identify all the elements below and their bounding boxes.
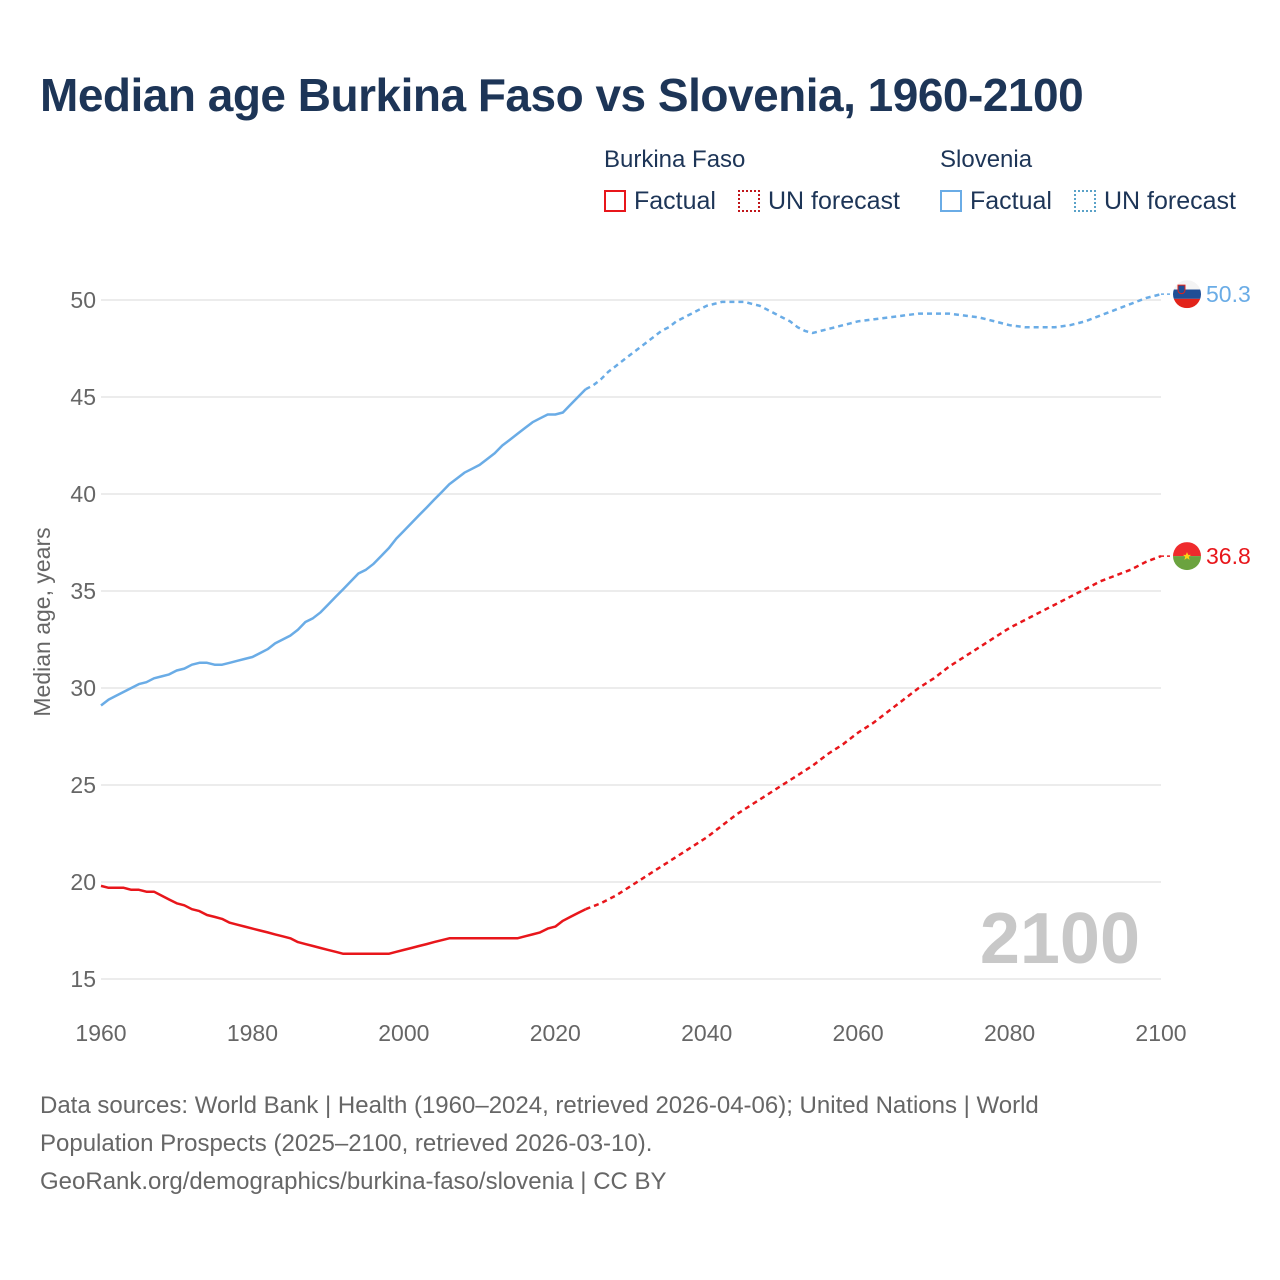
burkina-faso-forecast-line: [585, 554, 1162, 911]
year-watermark: 2100: [980, 899, 1140, 979]
legend-group-burkina-faso: Burkina Faso: [604, 146, 746, 173]
x-tick-label: 2080: [984, 1020, 1035, 1046]
legend-label: Factual: [970, 186, 1052, 215]
y-axis-label: Median age, years: [29, 527, 55, 716]
legend-swatch-solid-icon: [604, 190, 626, 212]
legend-burkina-factual[interactable]: Factual: [604, 186, 716, 216]
y-tick-label: 30: [70, 675, 96, 701]
grid-lines: [101, 299, 1161, 980]
legend-group-slovenia: Slovenia: [940, 146, 1033, 173]
burkina-faso-flag-icon: [1173, 542, 1201, 571]
legend-swatch-dotted-icon: [738, 190, 760, 212]
burkina-faso-end-value-label: 36.8: [1206, 543, 1251, 569]
x-axis-ticks: 1960 1980 2000 2020 2040 2060 2080 2100: [75, 1020, 1186, 1046]
y-tick-label: 45: [70, 384, 96, 410]
x-tick-label: 1980: [227, 1020, 278, 1046]
slovenia-forecast-line: [585, 292, 1162, 391]
legend-swatch-dotted-icon: [1074, 190, 1096, 212]
legend-label: UN forecast: [1104, 186, 1236, 215]
y-tick-label: 25: [70, 772, 96, 798]
y-tick-label: 15: [70, 966, 96, 992]
y-tick-label: 35: [70, 578, 96, 604]
slovenia-flag-icon: [1173, 280, 1201, 309]
data-source-note: Data sources: World Bank | Health (1960–…: [40, 1087, 1220, 1201]
x-tick-label: 2040: [681, 1020, 732, 1046]
chart-title: Median age Burkina Faso vs Slovenia, 196…: [40, 69, 1084, 121]
legend-burkina-forecast[interactable]: UN forecast: [738, 186, 900, 216]
source-line: Data sources: World Bank | Health (1960–…: [40, 1092, 1039, 1119]
slovenia-factual-line: [100, 388, 587, 707]
x-tick-label: 2020: [530, 1020, 581, 1046]
x-tick-label: 2060: [833, 1020, 884, 1046]
y-tick-label: 50: [70, 287, 96, 313]
slovenia-end-value-label: 50.3: [1206, 281, 1251, 307]
y-tick-label: 20: [70, 869, 96, 895]
y-tick-label: 40: [70, 481, 96, 507]
line-chart: 15 20 25 30 35 40 45 50 1960 1980 2000 2020 2040 206…: [29, 280, 1251, 1046]
x-tick-label: 1960: [75, 1020, 126, 1046]
x-tick-label: 2100: [1135, 1020, 1186, 1046]
legend-slovenia-factual[interactable]: Factual: [940, 186, 1052, 216]
x-tick-label: 2000: [378, 1020, 429, 1046]
end-markers: 50.3 36.8: [1161, 280, 1251, 571]
legend-label: Factual: [634, 186, 716, 215]
legend-slovenia-forecast[interactable]: UN forecast: [1074, 186, 1236, 216]
legend-label: UN forecast: [768, 186, 900, 215]
source-link[interactable]: GeoRank.org/demographics/burkina-faso/sl…: [40, 1168, 667, 1195]
source-line: Population Prospects (2025–2100, retriev…: [40, 1130, 653, 1157]
series-lines: [100, 292, 1162, 956]
legend-swatch-solid-icon: [940, 190, 962, 212]
burkina-faso-factual-line: [100, 884, 587, 956]
y-axis-ticks: 15 20 25 30 35 40 45 50: [70, 287, 96, 992]
